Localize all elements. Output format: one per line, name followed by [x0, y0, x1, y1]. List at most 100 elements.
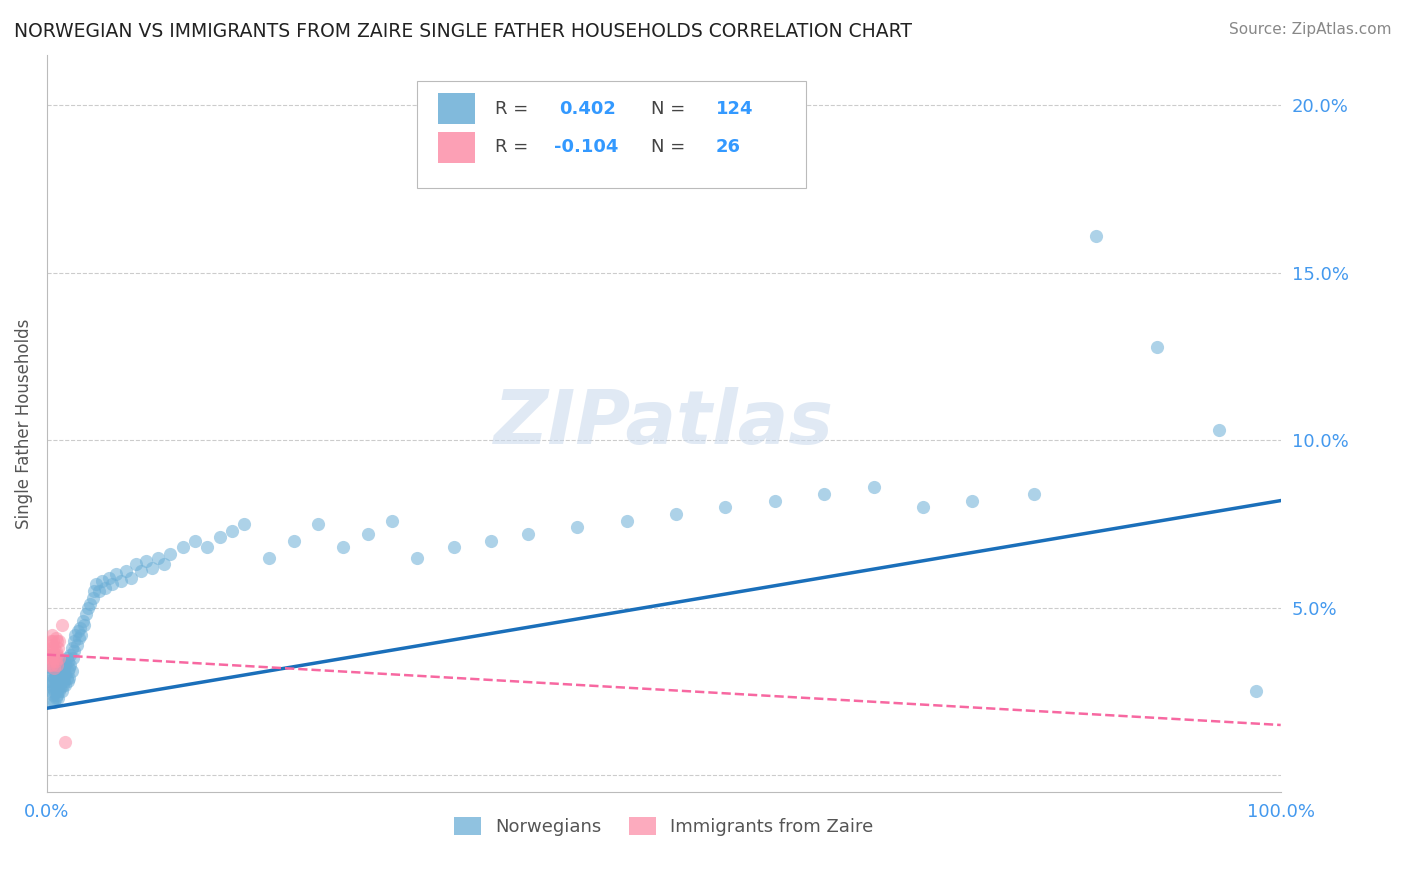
Legend: Norwegians, Immigrants from Zaire: Norwegians, Immigrants from Zaire: [454, 817, 873, 836]
Point: [104, 567, 127, 582]
Point: [46, 681, 69, 695]
Point: [44, 651, 66, 665]
Point: [42, 634, 65, 648]
Point: [76, 600, 98, 615]
Point: [51, 674, 73, 689]
Point: [42, 665, 65, 679]
Text: R =: R =: [495, 138, 529, 156]
Point: [51, 667, 73, 681]
Point: [44, 654, 66, 668]
Point: [283, 533, 305, 548]
Point: [233, 516, 256, 531]
Point: [44, 644, 66, 658]
Point: [208, 531, 231, 545]
Point: [91, 574, 114, 588]
Point: [39, 684, 62, 698]
Point: [53, 674, 76, 689]
Text: N =: N =: [651, 100, 686, 118]
Point: [44, 674, 66, 689]
Point: [221, 524, 243, 538]
Point: [55, 671, 77, 685]
Point: [39, 634, 62, 648]
Point: [42, 644, 65, 658]
Point: [41, 661, 63, 675]
Point: [63, 634, 86, 648]
Point: [75, 607, 97, 622]
Point: [1022, 487, 1045, 501]
Point: [60, 640, 83, 655]
Point: [443, 541, 465, 555]
Point: [616, 514, 638, 528]
Point: [45, 678, 67, 692]
Text: R =: R =: [495, 100, 529, 118]
Point: [44, 681, 66, 695]
Point: [101, 577, 124, 591]
Point: [665, 507, 688, 521]
Point: [135, 554, 157, 568]
Point: [39, 640, 62, 655]
Text: N =: N =: [651, 138, 686, 156]
Point: [406, 550, 429, 565]
Point: [55, 678, 77, 692]
Point: [41, 657, 63, 672]
Point: [38, 674, 60, 689]
Text: ZIPatlas: ZIPatlas: [494, 387, 834, 460]
Point: [1208, 423, 1230, 437]
Point: [48, 674, 70, 689]
Point: [41, 648, 63, 662]
Point: [567, 520, 589, 534]
Point: [45, 671, 67, 685]
Point: [45, 684, 67, 698]
Point: [962, 493, 984, 508]
Point: [357, 527, 380, 541]
Point: [56, 665, 79, 679]
Point: [257, 550, 280, 565]
Point: [60, 665, 83, 679]
Point: [46, 691, 69, 706]
Point: [58, 661, 80, 675]
Point: [307, 516, 329, 531]
Point: [1146, 339, 1168, 353]
Point: [332, 541, 354, 555]
Point: [159, 547, 181, 561]
Point: [44, 667, 66, 681]
Point: [184, 533, 207, 548]
Point: [42, 681, 65, 695]
Point: [38, 648, 60, 662]
Point: [48, 634, 70, 648]
FancyBboxPatch shape: [439, 94, 475, 124]
Point: [52, 657, 75, 672]
FancyBboxPatch shape: [418, 81, 806, 188]
Point: [42, 674, 65, 689]
Point: [65, 627, 87, 641]
Point: [195, 541, 218, 555]
Point: [45, 657, 67, 672]
Point: [79, 598, 101, 612]
Point: [714, 500, 737, 515]
Point: [63, 644, 86, 658]
Point: [42, 654, 65, 668]
Point: [1084, 229, 1107, 244]
Point: [82, 591, 104, 605]
Point: [51, 617, 73, 632]
Point: [38, 657, 60, 672]
Point: [813, 487, 835, 501]
Point: [83, 584, 105, 599]
Point: [44, 651, 66, 665]
Point: [48, 661, 70, 675]
Point: [517, 527, 540, 541]
Point: [110, 574, 132, 588]
Point: [44, 671, 66, 685]
Point: [911, 500, 934, 515]
Point: [48, 678, 70, 692]
Point: [42, 688, 65, 702]
Point: [141, 560, 163, 574]
Point: [53, 654, 76, 668]
Point: [46, 640, 69, 655]
Point: [44, 661, 66, 675]
Text: 0.402: 0.402: [560, 100, 616, 118]
Point: [1244, 684, 1267, 698]
Point: [39, 651, 62, 665]
Point: [65, 638, 87, 652]
Point: [49, 671, 72, 685]
